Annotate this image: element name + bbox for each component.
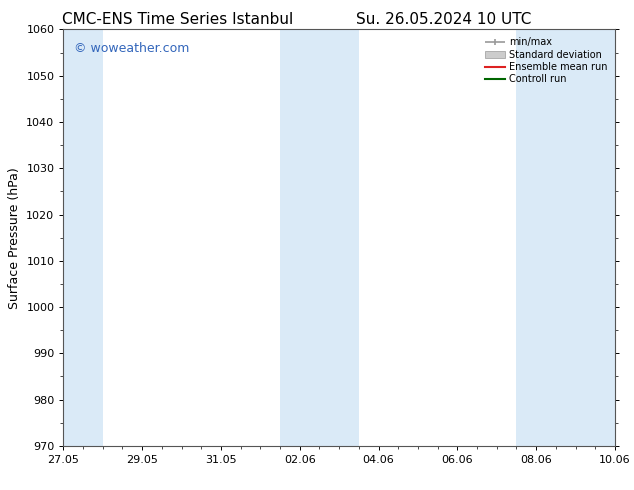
Y-axis label: Surface Pressure (hPa): Surface Pressure (hPa) [8, 167, 21, 309]
Legend: min/max, Standard deviation, Ensemble mean run, Controll run: min/max, Standard deviation, Ensemble me… [482, 34, 610, 87]
Bar [517, 29, 615, 446]
Text: © woweather.com: © woweather.com [74, 42, 190, 55]
Bar [280, 29, 359, 446]
Text: Su. 26.05.2024 10 UTC: Su. 26.05.2024 10 UTC [356, 12, 531, 27]
Bar [63, 29, 103, 446]
Text: CMC-ENS Time Series Istanbul: CMC-ENS Time Series Istanbul [62, 12, 293, 27]
